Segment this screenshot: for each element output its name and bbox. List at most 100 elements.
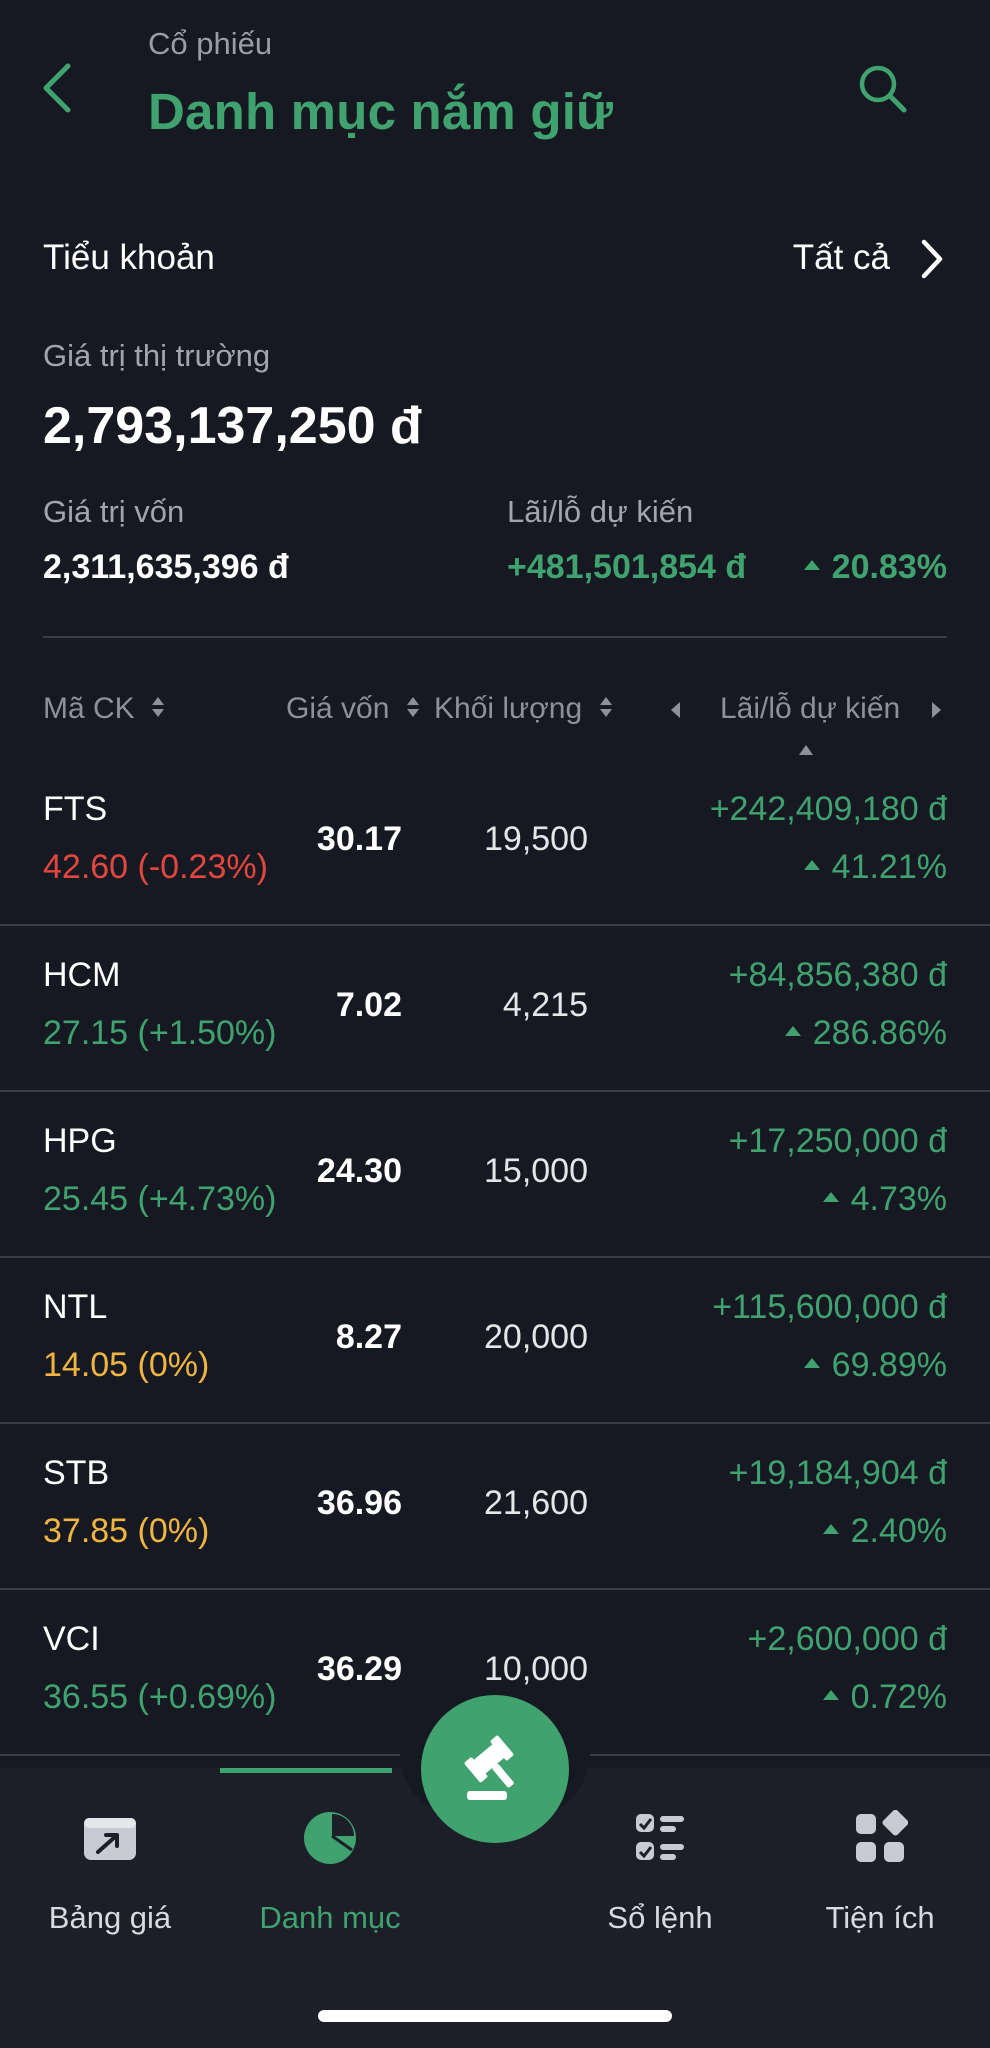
header: Cổ phiếu Danh mục nắm giữ — [0, 0, 990, 180]
holding-symbol: HPG — [43, 1122, 117, 1160]
back-button[interactable] — [36, 60, 80, 116]
holding-pnl-amount: +242,409,180 đ — [709, 790, 947, 828]
holding-quantity: 4,215 — [502, 986, 588, 1024]
divider — [43, 636, 947, 638]
holding-cost-price: 36.96 — [316, 1484, 402, 1522]
triangle-up-icon — [803, 860, 820, 871]
sort-icon — [599, 697, 612, 718]
pnl-percent-value: 20.83% — [831, 548, 947, 586]
price-board-icon — [84, 1818, 136, 1860]
nav-item-price-board[interactable]: Bảng giá — [10, 1800, 210, 1940]
market-value: 2,793,137,250 đ — [43, 397, 422, 455]
holding-market-price: 25.45 (+4.73%) — [43, 1180, 277, 1218]
holding-symbol: FTS — [43, 790, 108, 828]
search-icon — [859, 65, 907, 113]
triangle-up-icon — [803, 560, 820, 571]
holding-market-price: 14.05 (0%) — [43, 1346, 210, 1384]
triangle-up-icon — [822, 1192, 839, 1203]
holding-cost-price: 24.30 — [316, 1152, 402, 1190]
order-book-icon — [636, 1814, 684, 1860]
page-title: Danh mục nắm giữ — [148, 83, 614, 140]
back-arrow-icon — [43, 63, 71, 113]
holding-pnl-amount: +115,600,000 đ — [712, 1288, 947, 1326]
holding-market-price: 37.85 (0%) — [43, 1512, 210, 1550]
holding-pnl-percent: 2.40% — [822, 1512, 947, 1551]
column-header-cost-label: Giá vốn — [286, 692, 390, 725]
holding-pnl-amount: +2,600,000 đ — [747, 1620, 947, 1658]
utilities-icon — [856, 1810, 908, 1862]
nav-item-order-book[interactable]: Sổ lệnh — [560, 1800, 760, 1940]
nav-active-indicator — [220, 1768, 392, 1773]
sort-icon — [406, 697, 419, 718]
holding-pnl-percent-value: 41.21% — [831, 848, 947, 886]
home-indicator — [318, 2010, 672, 2022]
holding-cost-price: 8.27 — [335, 1318, 402, 1356]
holding-quantity: 19,500 — [484, 820, 588, 858]
holding-pnl-amount: +17,250,000 đ — [728, 1122, 947, 1160]
holding-pnl-percent-value: 4.73% — [850, 1180, 947, 1218]
holding-pnl-percent-value: 2.40% — [850, 1512, 947, 1550]
holding-row-stb[interactable]: STB 37.85 (0%) 36.96 21,600 +19,184,904 đ 2.4… — [0, 1424, 990, 1590]
pnl-amount: +481,501,854 đ — [507, 548, 747, 586]
holding-pnl-percent: 69.89% — [803, 1346, 947, 1385]
column-header-pnl-label: Lãi/lỗ dự kiến — [720, 692, 901, 725]
scroll-left-icon[interactable] — [668, 700, 684, 720]
holding-pnl-amount: +84,856,380 đ — [728, 956, 947, 994]
holding-pnl-percent-value: 286.86% — [812, 1014, 947, 1052]
column-header-quantity[interactable]: Khối lượng — [434, 692, 613, 726]
holding-quantity: 10,000 — [484, 1650, 588, 1688]
holding-symbol: HCM — [43, 956, 121, 994]
holding-quantity: 15,000 — [484, 1152, 588, 1190]
nav-label-order-book: Sổ lệnh — [607, 1900, 713, 1935]
holding-row-hpg[interactable]: HPG 25.45 (+4.73%) 24.30 15,000 +17,250,000 … — [0, 1092, 990, 1258]
pnl-percent: 20.83% — [803, 548, 947, 587]
holding-cost-price: 36.29 — [316, 1650, 402, 1688]
column-header-symbol-label: Mã CK — [43, 692, 135, 725]
search-button[interactable] — [856, 62, 912, 118]
sort-icon — [152, 697, 165, 718]
holding-pnl-percent-value: 0.72% — [850, 1678, 947, 1716]
sort-ascending-icon — [799, 745, 813, 755]
holding-row-hcm[interactable]: HCM 27.15 (+1.50%) 7.02 4,215 +84,856,380 đ 2… — [0, 926, 990, 1092]
scroll-right-icon[interactable] — [928, 700, 944, 720]
holding-pnl-percent-value: 69.89% — [831, 1346, 947, 1384]
holding-market-price: 36.55 (+0.69%) — [43, 1678, 277, 1716]
column-header-cost[interactable]: Giá vốn — [286, 692, 420, 726]
account-selector[interactable]: Tiểu khoản Tất cả — [43, 228, 948, 290]
holding-pnl-amount: +19,184,904 đ — [728, 1454, 947, 1492]
triangle-up-icon — [822, 1690, 839, 1701]
holding-market-price: 27.15 (+1.50%) — [43, 1014, 277, 1052]
account-label: Tiểu khoản — [43, 238, 215, 277]
holding-symbol: STB — [43, 1454, 110, 1492]
account-value: Tất cả — [792, 238, 890, 277]
holding-quantity: 21,600 — [484, 1484, 588, 1522]
header-subtitle: Cổ phiếu — [148, 26, 273, 61]
holding-pnl-percent: 286.86% — [784, 1014, 947, 1053]
pnl-label: Lãi/lỗ dự kiến — [507, 494, 694, 529]
triangle-up-icon — [784, 1026, 801, 1037]
order-fab-button[interactable] — [421, 1695, 569, 1843]
market-value-label: Giá trị thị trường — [43, 338, 271, 373]
holding-market-price: 42.60 (-0.23%) — [43, 848, 268, 886]
capital-label: Giá trị vốn — [43, 494, 185, 529]
nav-label-utilities: Tiện ích — [825, 1900, 935, 1935]
column-header-pnl[interactable]: Lãi/lỗ dự kiến — [720, 692, 900, 726]
holding-cost-price: 30.17 — [316, 820, 402, 858]
holding-pnl-percent: 41.21% — [803, 848, 947, 887]
holding-symbol: NTL — [43, 1288, 108, 1326]
nav-item-portfolio[interactable]: Danh mục — [230, 1800, 430, 1940]
nav-item-utilities[interactable]: Tiện ích — [780, 1800, 980, 1940]
capital-value: 2,311,635,396 đ — [43, 548, 289, 586]
nav-label-portfolio: Danh mục — [259, 1900, 401, 1935]
column-header-symbol[interactable]: Mã CK — [43, 692, 165, 726]
holding-row-fts[interactable]: FTS 42.60 (-0.23%) 30.17 19,500 +242,409,180… — [0, 760, 990, 926]
gavel-icon — [464, 1735, 514, 1800]
column-header-quantity-label: Khối lượng — [434, 692, 583, 725]
triangle-up-icon — [803, 1358, 820, 1369]
holding-quantity: 20,000 — [484, 1318, 588, 1356]
holding-row-ntl[interactable]: NTL 14.05 (0%) 8.27 20,000 +115,600,000 đ 69.… — [0, 1258, 990, 1424]
holding-cost-price: 7.02 — [335, 986, 402, 1024]
holding-pnl-percent: 4.73% — [822, 1180, 947, 1219]
triangle-up-icon — [822, 1524, 839, 1535]
